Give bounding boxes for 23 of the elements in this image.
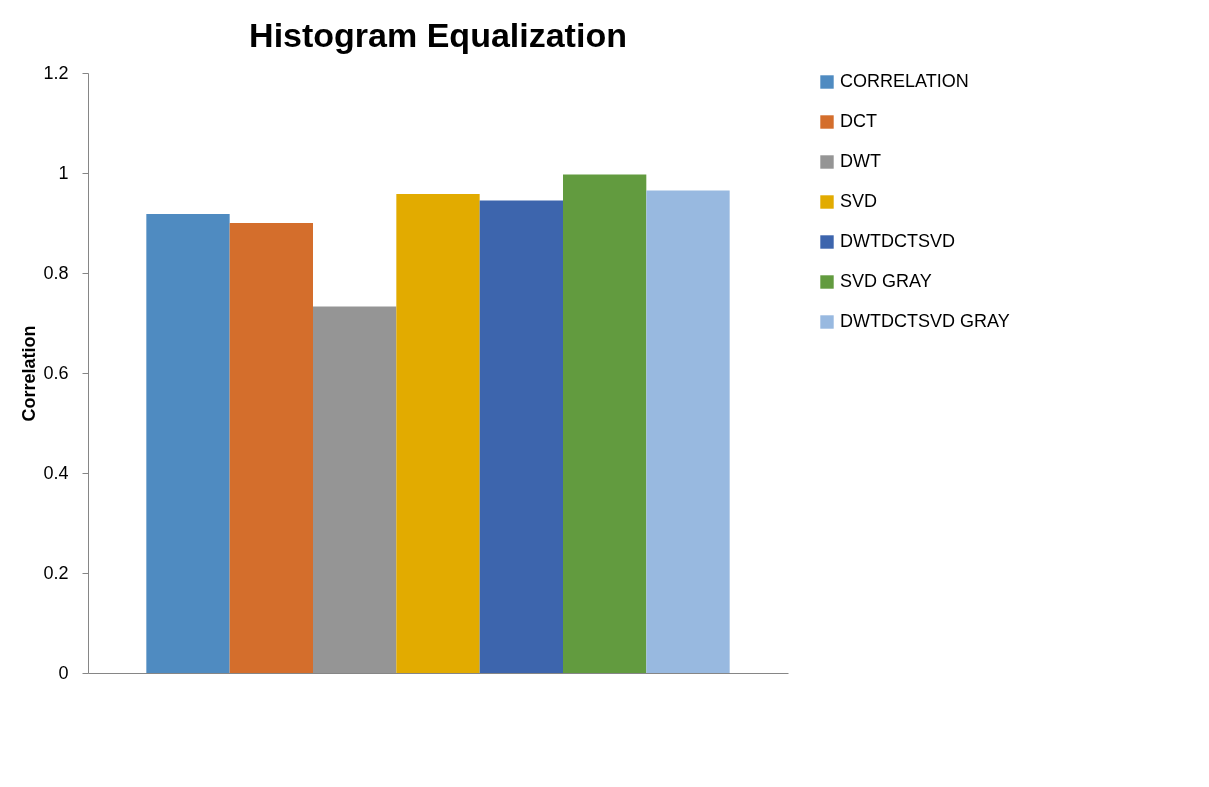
y-tick-label: 1 — [58, 162, 69, 183]
bar — [146, 214, 230, 673]
legend-label: DWT — [840, 151, 881, 171]
y-tick-label: 0 — [58, 662, 69, 683]
legend-label: CORRELATION — [840, 71, 969, 91]
y-tick-label: 1.2 — [43, 62, 69, 83]
bar — [646, 190, 730, 673]
bar — [313, 306, 397, 673]
y-tick-label: 0.2 — [43, 562, 69, 583]
legend-label: SVD GRAY — [840, 271, 932, 291]
legend-label: DWTDCTSVD — [840, 231, 955, 251]
bar — [563, 174, 647, 673]
y-tick-label: 0.8 — [43, 262, 69, 283]
y-tick-label: 0.6 — [43, 362, 69, 383]
legend-label: DCT — [840, 111, 877, 131]
bar — [479, 200, 563, 673]
bar — [396, 194, 480, 673]
y-tick-label: 0.4 — [43, 462, 69, 483]
y-axis-title: Correlation — [19, 325, 40, 422]
legend-label: SVD — [840, 191, 878, 211]
chart-title: Histogram Equalization — [249, 16, 627, 54]
legend-label: DWTDCTSVD GRAY — [840, 311, 1010, 331]
bar — [229, 223, 313, 673]
